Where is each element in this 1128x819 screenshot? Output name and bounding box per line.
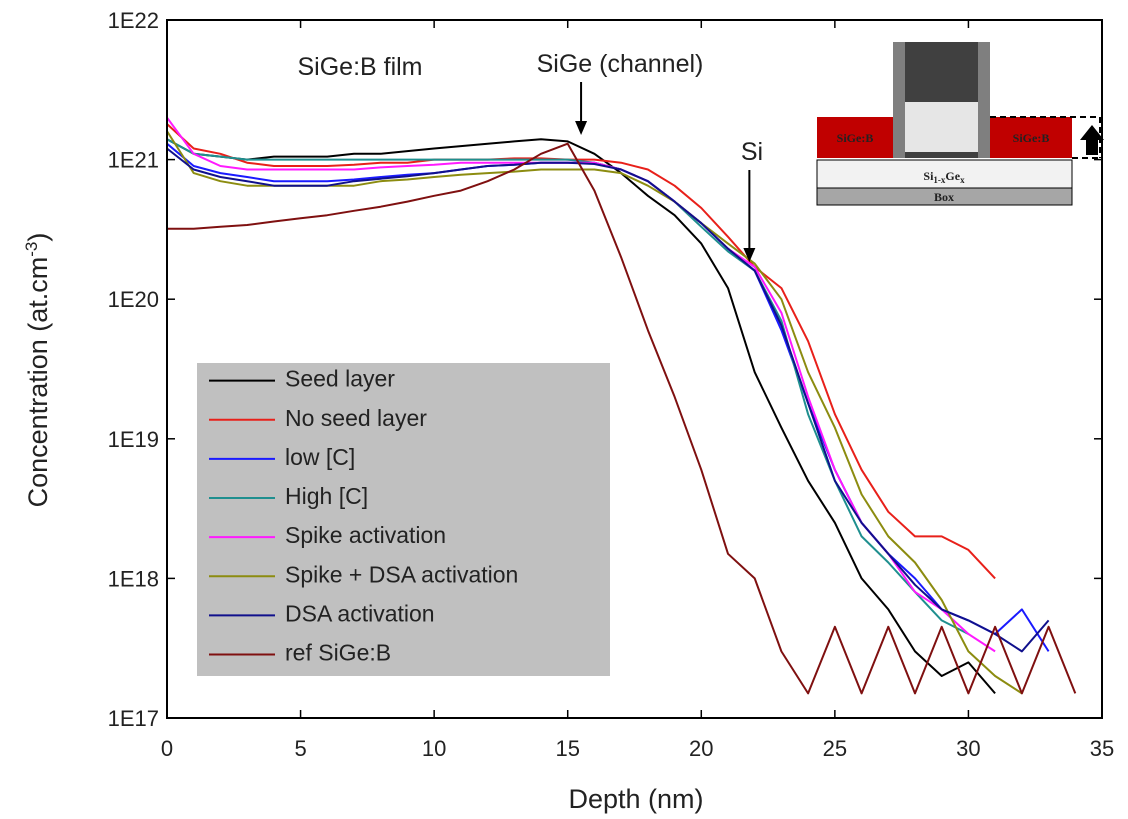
legend-label: DSA activation — [285, 600, 435, 626]
inset-sigeb-right — [990, 117, 1072, 158]
inset-label-part: Si — [923, 169, 934, 183]
inset-sigeb-left — [817, 117, 893, 158]
inset-label: Si1-xGex — [923, 169, 965, 185]
y-tick-label: 1E22 — [108, 8, 159, 33]
series-line — [167, 147, 1050, 653]
x-tick-label: 15 — [555, 736, 579, 761]
inset-label-part: x — [960, 175, 965, 185]
inset-channel — [905, 102, 978, 152]
y-axis-label-part: ) — [23, 233, 53, 242]
x-tick-label: 25 — [823, 736, 847, 761]
x-tick-label: 35 — [1090, 736, 1114, 761]
inset-arrow — [1080, 125, 1104, 155]
legend-label: High [C] — [285, 483, 368, 509]
x-tick-label: 30 — [956, 736, 980, 761]
inset-diagram: SiGe:B SiGe:B Si1-xGex Box — [816, 42, 1104, 206]
x-tick-label: 20 — [689, 736, 713, 761]
legend-label: Spike activation — [285, 522, 446, 548]
legend-label: No seed layer — [285, 405, 427, 431]
y-axis-label-part: Concentration (at.cm — [23, 257, 53, 508]
y-axis-label: Concentration (at.cm-3) — [22, 233, 53, 508]
series-line — [167, 142, 1077, 695]
inset-label: SiGe:B — [837, 131, 874, 145]
x-tick-label: 10 — [422, 736, 446, 761]
legend-label: Seed layer — [285, 366, 395, 392]
y-tick-label: 1E17 — [108, 706, 159, 731]
legend: Seed layer No seed layer low [C] High [C] Sp… — [197, 363, 610, 676]
annotation: Si — [741, 138, 763, 166]
inset-spacer — [893, 42, 905, 158]
series-line — [167, 138, 996, 695]
legend-label: low [C] — [285, 444, 355, 470]
legend-label: Spike + DSA activation — [285, 561, 518, 587]
annotation-arrowhead — [575, 121, 588, 135]
inset-box — [816, 187, 1073, 206]
plot-frame — [166, 19, 1103, 719]
legend-label: ref SiGe:B — [285, 640, 391, 666]
x-axis-label: Depth (nm) — [568, 784, 703, 814]
annotation: SiGe (channel) — [537, 50, 704, 78]
x-tick-label: 0 — [161, 736, 173, 761]
y-tick-label: 1E18 — [108, 566, 159, 591]
inset-label: Box — [934, 190, 954, 204]
inset-label-part: Ge — [945, 169, 960, 183]
inset-label: SiGe:B — [1013, 131, 1050, 145]
y-tick-label: 1E19 — [108, 427, 159, 452]
inset-layer — [816, 159, 1073, 189]
plot-area — [167, 117, 1077, 695]
series-line — [167, 123, 996, 580]
y-axis-label-part: -3 — [22, 242, 41, 257]
annotation-arrowhead — [743, 248, 756, 262]
annotation: SiGe:B film — [297, 53, 422, 81]
x-tick-label: 5 — [294, 736, 306, 761]
inset-label-part: 1-x — [933, 175, 945, 185]
inset-spacer — [978, 42, 990, 158]
y-tick-label: 1E21 — [108, 148, 159, 173]
legend-box — [197, 363, 610, 676]
y-tick-label: 1E20 — [108, 287, 159, 312]
